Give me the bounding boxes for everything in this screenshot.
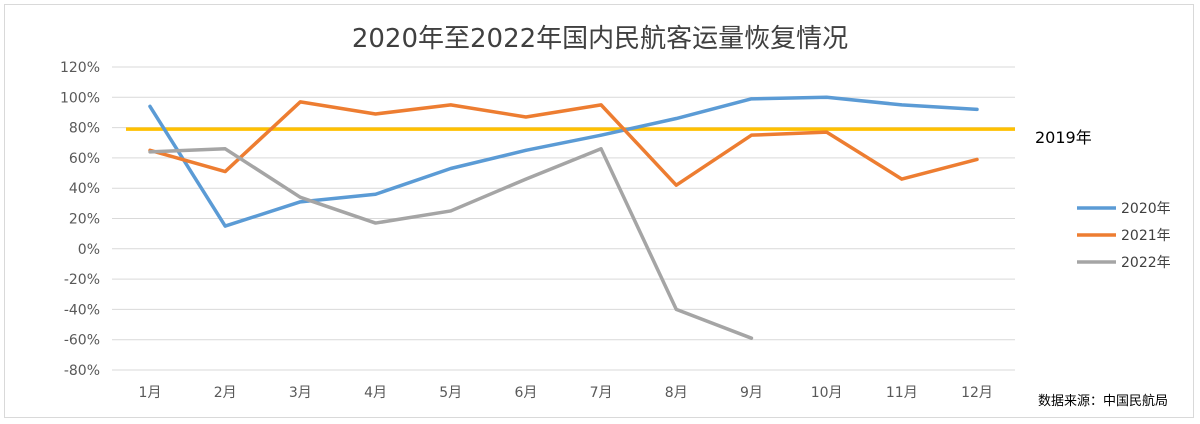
data-point: [825, 95, 829, 99]
legend: 2020年 2021年 2022年: [1077, 201, 1171, 271]
data-point: [674, 183, 678, 187]
y-tick-label: 60%: [69, 151, 100, 167]
x-tick-label: 1月: [139, 385, 162, 401]
data-point: [599, 103, 603, 107]
series-line-0: [148, 95, 979, 228]
legend-label: 2022年: [1121, 255, 1171, 271]
x-tick-label: 9月: [740, 385, 763, 401]
data-point: [975, 157, 979, 161]
data-point: [524, 115, 528, 119]
y-tick-label: 100%: [60, 90, 100, 106]
data-point: [449, 209, 453, 213]
y-tick-label: 40%: [69, 181, 100, 197]
data-point: [223, 224, 227, 228]
chart-frame: [4, 4, 1194, 418]
data-point: [524, 148, 528, 152]
y-tick-label: 80%: [69, 121, 100, 137]
x-axis-tick-labels: 1月 2月 3月 4月 5月 6月 7月 8月 9月 10月 11月 12月: [139, 385, 993, 401]
data-point: [449, 103, 453, 107]
data-point: [599, 147, 603, 151]
y-tick-label: -20%: [64, 272, 100, 288]
data-point: [524, 177, 528, 181]
data-point: [749, 97, 753, 101]
x-tick-label: 5月: [439, 385, 462, 401]
data-point: [374, 192, 378, 196]
legend-label: 2021年: [1121, 228, 1171, 244]
data-point: [223, 147, 227, 151]
x-tick-label: 12月: [961, 385, 993, 401]
x-tick-label: 4月: [364, 385, 387, 401]
data-point: [148, 150, 152, 154]
series-lines: [148, 95, 979, 340]
data-point: [900, 103, 904, 107]
gridlines: [112, 66, 1015, 371]
data-point: [975, 107, 979, 111]
legend-label: 2020年: [1121, 201, 1171, 217]
data-point: [298, 195, 302, 199]
y-tick-label: 120%: [60, 60, 100, 76]
data-point: [674, 117, 678, 121]
reference-line-label: 2019年: [1035, 128, 1092, 147]
x-tick-label: 8月: [665, 385, 688, 401]
data-point: [374, 112, 378, 116]
y-axis-tick-labels: 120% 100% 80% 60% 40% 20% 0% -20% -40% -60% -80%: [60, 60, 100, 379]
data-point: [374, 221, 378, 225]
series-line-1: [148, 100, 979, 187]
data-point: [749, 133, 753, 137]
data-point: [298, 200, 302, 204]
data-point: [749, 336, 753, 340]
y-tick-label: 0%: [78, 242, 100, 258]
data-point: [148, 104, 152, 108]
data-point: [599, 133, 603, 137]
data-point: [223, 170, 227, 174]
chart-title: 2020年至2022年国内民航客运量恢复情况: [352, 24, 848, 54]
x-tick-label: 10月: [811, 385, 843, 401]
x-tick-label: 11月: [886, 385, 918, 401]
reference-line-group: 2019年: [126, 127, 1092, 147]
data-point: [674, 307, 678, 311]
x-tick-label: 2月: [214, 385, 237, 401]
y-tick-label: -80%: [64, 363, 100, 379]
data-point: [900, 177, 904, 181]
x-tick-label: 7月: [590, 385, 613, 401]
data-point: [825, 130, 829, 134]
y-tick-label: -60%: [64, 333, 100, 349]
data-point: [298, 100, 302, 104]
y-tick-label: 20%: [69, 212, 100, 228]
y-tick-label: -40%: [64, 302, 100, 318]
source-note: 数据来源：中国民航局: [1038, 393, 1168, 409]
x-tick-label: 6月: [514, 385, 537, 401]
x-tick-label: 3月: [289, 385, 312, 401]
data-point: [449, 167, 453, 171]
